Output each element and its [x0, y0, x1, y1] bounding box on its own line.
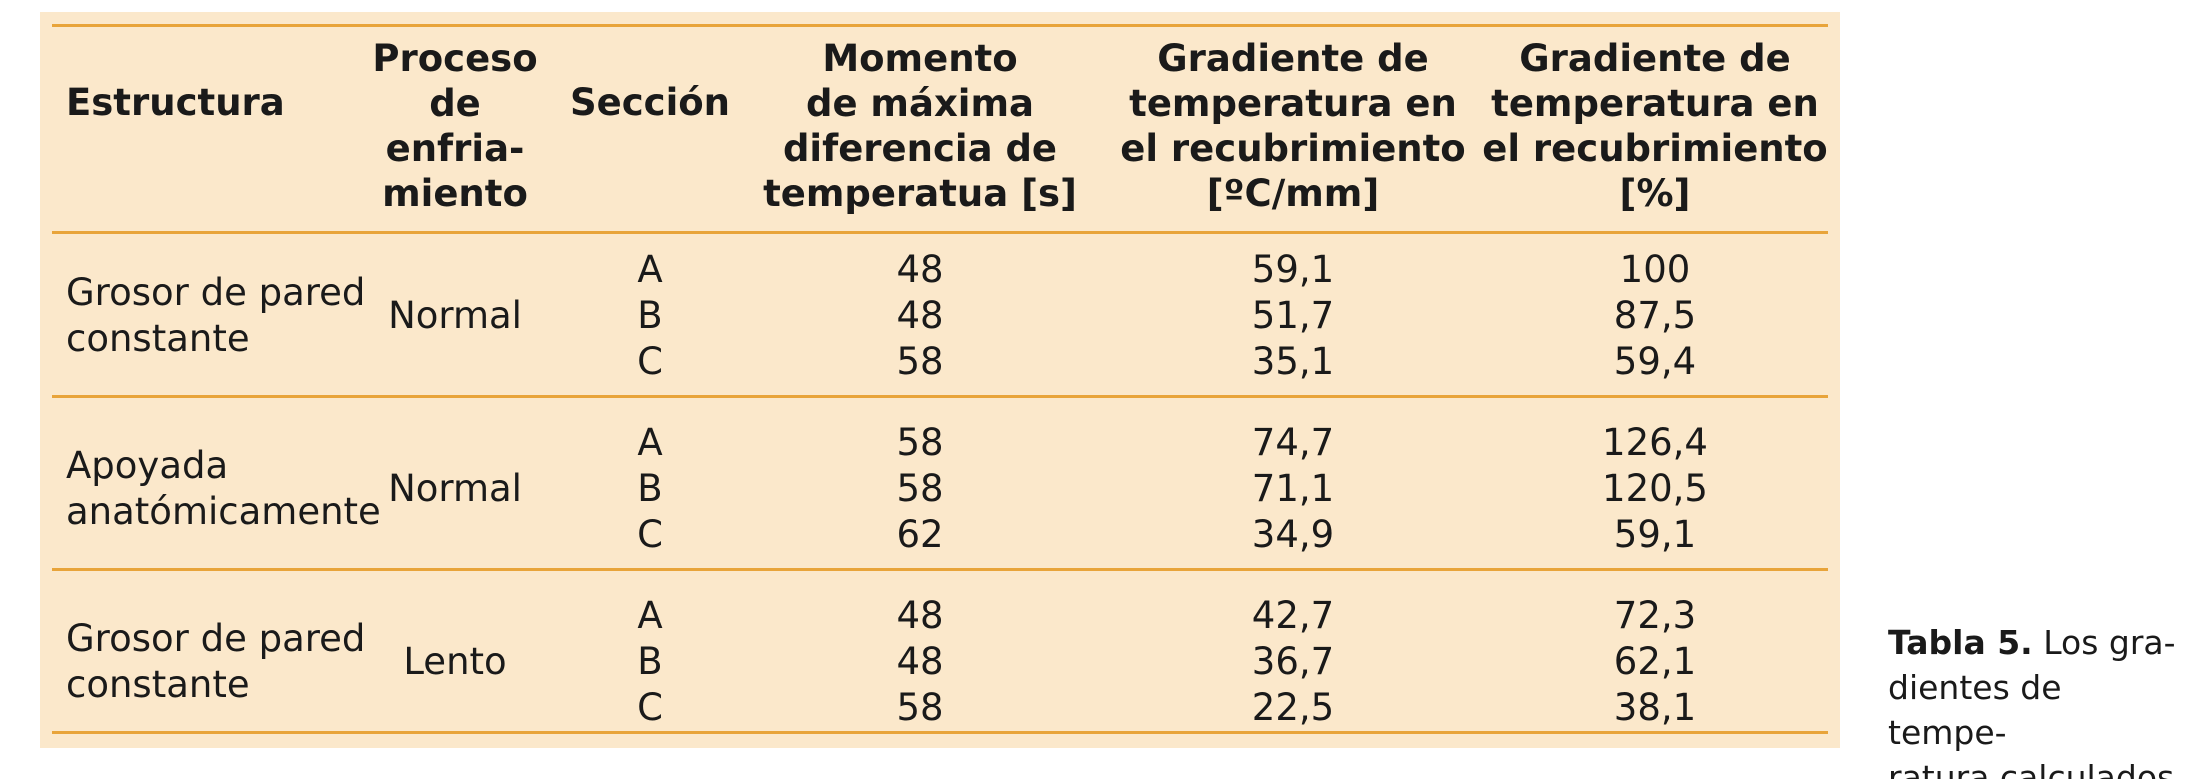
cell-gradiente-c: 42,7 36,7 22,5: [1252, 593, 1334, 731]
cell-value: 120,5: [1602, 467, 1708, 510]
header-estructura: Estructura: [66, 80, 285, 125]
cell-value: 71,1: [1251, 467, 1335, 510]
cell-gradiente-c: 59,1 51,7 35,1: [1252, 247, 1334, 385]
cell-line: constante: [66, 663, 250, 706]
header-line: enfria-: [385, 127, 525, 170]
cell-value: 58: [896, 340, 944, 383]
cell-value: C: [637, 686, 663, 729]
header-line: Momento: [822, 37, 1018, 80]
cell-value: 62,1: [1613, 640, 1697, 683]
header-momento: Momento de máxima diferencia de temperat…: [763, 36, 1077, 216]
cell-value: 58: [896, 686, 944, 729]
header-bottom-rule: [52, 231, 1828, 234]
cell-value: 59,4: [1613, 340, 1697, 383]
cell-value: C: [637, 340, 663, 383]
header-line: el recubrimiento: [1120, 127, 1466, 170]
caption-label: Tabla 5.: [1888, 623, 2033, 662]
header-line: temperatua [s]: [763, 172, 1077, 215]
header-line: diferencia de: [782, 127, 1058, 170]
caption-line: dientes de tempe-: [1888, 668, 2062, 752]
cell-value: 48: [896, 640, 944, 683]
cell-momento: 48 48 58: [896, 593, 943, 731]
cell-gradiente-pct: 100 87,5 59,4: [1614, 247, 1696, 385]
cell-value: C: [637, 513, 663, 556]
cell-secciones: A B C: [637, 420, 663, 558]
header-proceso: Proceso de enfria- miento: [372, 36, 537, 216]
cell-value: 36,7: [1251, 640, 1335, 683]
cell-value: A: [637, 421, 663, 464]
cell-value: B: [637, 467, 663, 510]
cell-gradiente-pct: 126,4 120,5 59,1: [1602, 420, 1708, 558]
cell-value: A: [637, 248, 663, 291]
cell-value: 42,7: [1251, 594, 1335, 637]
header-line: Estructura: [66, 81, 285, 124]
cell-value: 22,5: [1251, 686, 1335, 729]
cell-value: 48: [896, 248, 944, 291]
header-gradiente-c: Gradiente de temperatura en el recubrimi…: [1120, 36, 1465, 216]
table-top-rule: [52, 24, 1828, 27]
header-line: Sección: [569, 81, 731, 124]
cell-value: A: [637, 594, 663, 637]
cell-value: 59,1: [1251, 248, 1335, 291]
cell-momento: 48 48 58: [896, 247, 943, 385]
cell-gradiente-c: 74,7 71,1 34,9: [1252, 420, 1334, 558]
caption-line: Los gra-: [2043, 623, 2176, 662]
header-line: temperatura en: [1491, 82, 1819, 125]
cell-momento: 58 58 62: [896, 420, 943, 558]
header-line: temperatura en: [1129, 82, 1457, 125]
header-line: Gradiente de: [1157, 37, 1429, 80]
header-line: Proceso: [372, 37, 538, 80]
group-divider-rule: [52, 395, 1828, 398]
header-line: Gradiente de: [1519, 37, 1791, 80]
cell-value: B: [637, 640, 663, 683]
cell-line: anatómicamente: [66, 490, 381, 533]
cell-value: 72,3: [1613, 594, 1697, 637]
cell-estructura: Grosor de pared constante: [66, 270, 365, 362]
cell-line: constante: [66, 317, 250, 360]
cell-value: 87,5: [1613, 294, 1697, 337]
cell-proceso: Normal: [388, 294, 522, 337]
cell-line: Apoyada: [66, 444, 229, 487]
caption-line: ratura calculados: [1888, 758, 2175, 779]
cell-value: 126,4: [1602, 421, 1708, 464]
cell-value: 62: [896, 513, 944, 556]
data-table: Estructura Proceso de enfria- miento Sec…: [40, 12, 1840, 748]
cell-value: 34,9: [1251, 513, 1335, 556]
header-line: de: [429, 82, 481, 125]
header-seccion: Sección: [570, 80, 730, 125]
cell-value: 51,7: [1251, 294, 1335, 337]
cell-proceso: Normal: [388, 467, 522, 510]
cell-value: 58: [896, 467, 944, 510]
cell-value: B: [637, 294, 663, 337]
table-caption: Tabla 5. Los gra- dientes de tempe- ratu…: [1888, 620, 2178, 779]
header-line: el recubrimiento: [1482, 127, 1828, 170]
cell-secciones: A B C: [637, 593, 663, 731]
header-line: [%]: [1619, 172, 1691, 215]
group-divider-rule: [52, 568, 1828, 571]
cell-estructura: Grosor de pared constante: [66, 616, 365, 708]
header-gradiente-pct: Gradiente de temperatura en el recubrimi…: [1482, 36, 1827, 216]
cell-value: 100: [1619, 248, 1691, 291]
cell-value: 48: [896, 294, 944, 337]
header-line: de máxima: [805, 82, 1035, 125]
cell-secciones: A B C: [637, 247, 663, 385]
cell-line: Grosor de pared: [66, 617, 366, 660]
cell-line: Grosor de pared: [66, 271, 366, 314]
header-line: miento: [382, 172, 528, 215]
cell-value: 74,7: [1251, 421, 1335, 464]
cell-value: 59,1: [1613, 513, 1697, 556]
header-line: [ºC/mm]: [1206, 172, 1380, 215]
cell-gradiente-pct: 72,3 62,1 38,1: [1614, 593, 1696, 731]
cell-value: 35,1: [1251, 340, 1335, 383]
cell-value: 48: [896, 594, 944, 637]
table-bottom-rule: [52, 731, 1828, 734]
cell-value: 38,1: [1613, 686, 1697, 729]
cell-estructura: Apoyada anatómicamente: [66, 443, 381, 535]
cell-proceso: Lento: [403, 640, 507, 683]
cell-value: 58: [896, 421, 944, 464]
